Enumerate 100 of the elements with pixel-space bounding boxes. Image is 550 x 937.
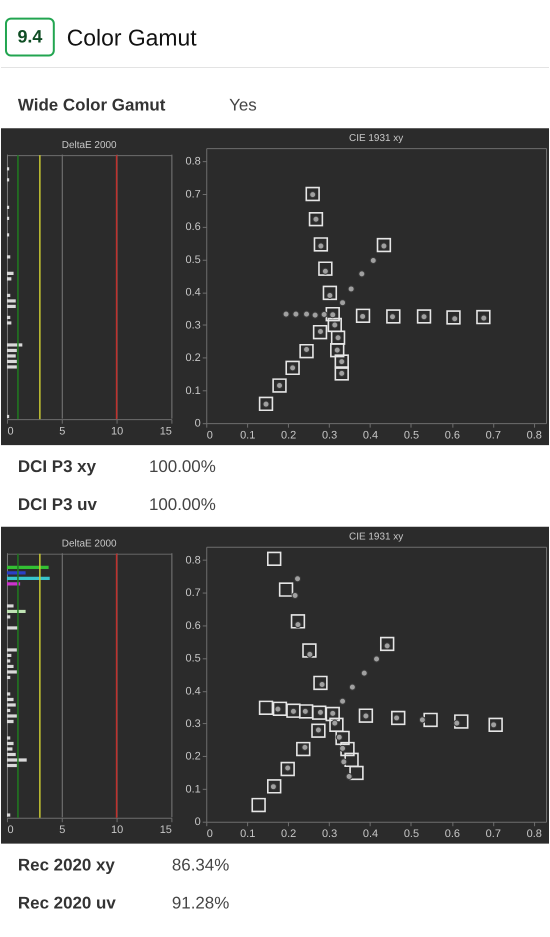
text: Yes [229,95,257,114]
x-tick-label: 10 [110,824,124,836]
y-tick-label: 0.8 [186,156,201,168]
point [286,704,301,718]
x-tick-label: 0.3 [322,828,338,840]
y-tick-label: 0.7 [186,188,201,200]
point [335,730,350,746]
x-tick-label: 0.5 [404,430,420,442]
point [453,720,460,727]
point [308,212,324,226]
point [272,378,287,393]
x-tick-label: 0.3 [322,430,338,442]
text: 91.28% [172,893,230,912]
point [318,261,333,276]
x-tick-label: 15 [160,426,172,438]
y-tick-label: 0.5 [186,652,201,665]
y-tick-label: 0.3 [186,718,201,730]
text: 9.4 [17,26,42,47]
point [360,670,368,677]
x-tick-label: 0.4 [362,828,378,840]
text: Rec 2020 xy [18,856,116,875]
point [312,312,319,319]
x-tick-label: 10 [110,426,124,438]
point [391,710,406,726]
point [416,309,432,324]
chart-title: DeltaE 2000 [62,538,118,550]
x-tick-label: 0.1 [240,430,256,442]
chart-title: DeltaE 2000 [62,140,118,152]
y-tick-label: 0.2 [186,750,201,763]
point [298,704,314,719]
y-tick-label: 0.1 [186,783,201,796]
y-tick-label: 0.2 [186,352,201,364]
text: 86.34% [172,856,230,875]
y-tick-label: 0.5 [186,254,201,266]
point [292,310,300,318]
x-tick-label: 0.6 [444,828,460,840]
point [292,592,299,599]
point [326,706,340,722]
x-tick-label: 0 [206,828,213,840]
x-tick-label: 15 [160,824,172,836]
point [251,798,266,812]
text: Color Gamut [66,24,198,51]
point [340,742,355,756]
point [339,698,346,705]
y-tick-label: 0.4 [186,685,201,698]
point [346,773,353,780]
point [299,344,314,358]
point [330,330,346,345]
point [278,582,294,597]
point [376,238,392,252]
point [258,700,274,715]
point [454,714,468,729]
x-tick-label: 5 [59,824,66,836]
point [312,324,328,340]
point [313,676,328,690]
point [311,724,326,738]
chart-title: CIE 1931 xy [349,532,404,543]
x-tick-label: 0.6 [444,430,460,442]
point [418,716,426,724]
point [267,552,282,566]
y-tick-label: 0.6 [186,221,201,234]
point [349,766,364,780]
point [373,656,380,662]
point [348,684,356,691]
y-tick-label: 0.8 [186,554,201,566]
x-tick-label: 0 [206,430,213,442]
point [282,310,290,318]
text: DCI P3 uv [18,494,98,514]
point [380,636,394,652]
point [476,310,491,324]
x-tick-label: 0.2 [281,828,296,840]
y-tick-label: 0.4 [186,286,201,299]
point [303,310,310,318]
point [330,342,344,358]
x-tick-label: 0.7 [486,828,501,840]
point [344,752,359,768]
point [258,396,274,412]
point [339,299,346,306]
chart-title: CIE 1931 xy [349,133,404,144]
point [358,708,374,723]
y-tick-label: 0.1 [186,384,201,397]
point [272,702,288,716]
point [339,744,346,752]
y-tick-label: 0.6 [186,620,201,632]
point [312,706,326,720]
point [328,318,342,332]
point [280,762,295,776]
point [290,614,306,629]
text: DCI P3 xy [18,456,97,476]
point [285,360,300,376]
x-tick-label: 0.2 [281,430,296,442]
point [302,643,317,658]
point [348,285,355,292]
x-tick-label: 0.8 [526,430,542,442]
x-tick-label: 0.8 [526,828,542,840]
point [267,779,282,794]
point [314,237,328,252]
point [446,310,461,325]
text: Rec 2020 uv [18,893,116,912]
point [305,186,320,202]
